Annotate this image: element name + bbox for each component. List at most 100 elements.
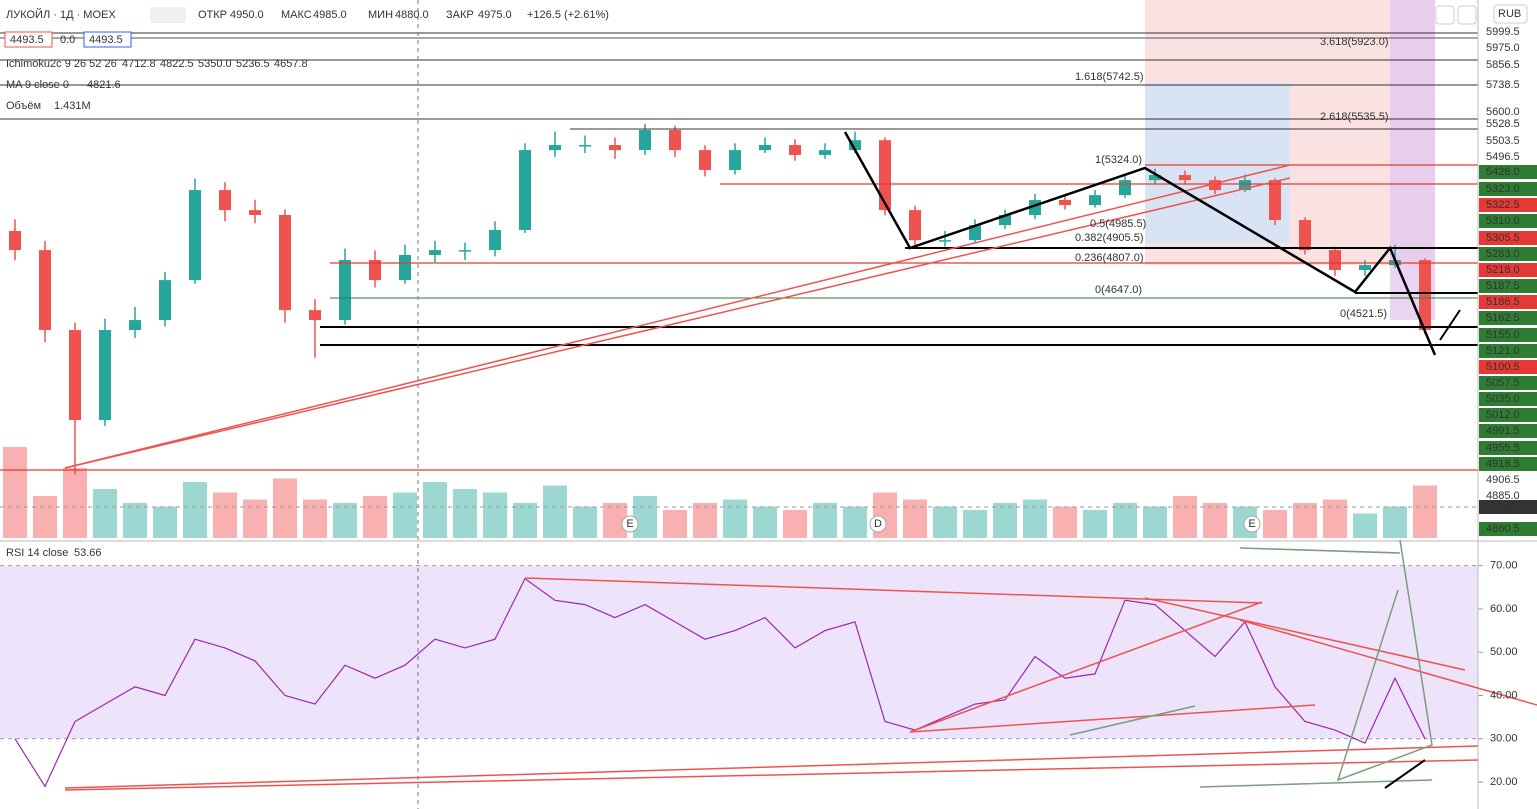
currency: RUB	[1498, 8, 1521, 20]
candle-body	[339, 260, 351, 321]
candle-body	[729, 150, 741, 170]
candle-body	[879, 140, 891, 211]
trend-line	[64, 177, 1291, 469]
button[interactable]	[1457, 5, 1477, 25]
volume-bar	[573, 506, 597, 538]
y-tick-label: 70.00	[1490, 560, 1518, 572]
price-label-box	[1479, 41, 1537, 55]
indicator-value: 4712.8	[122, 58, 156, 70]
candle-body	[759, 145, 771, 151]
volume-bar	[933, 506, 957, 538]
spread: 0.0	[60, 34, 75, 46]
price-label: 5738.5	[1486, 79, 1520, 91]
fib-label: 3.618(5923.0)	[1320, 36, 1389, 48]
zigzag	[843, 131, 1437, 356]
candle-body	[1419, 260, 1431, 331]
event-marker[interactable]	[1243, 515, 1261, 533]
candle-body	[99, 330, 111, 421]
button[interactable]	[150, 7, 186, 23]
volume-bar	[1323, 499, 1347, 538]
volume-bar	[1023, 499, 1047, 538]
volume-bar	[1113, 503, 1137, 538]
candle-body	[909, 210, 921, 241]
volume-bar	[663, 510, 687, 538]
candle-body	[459, 250, 471, 252]
rsi-line	[14, 577, 1426, 788]
change: +126.5 (+2.61%)	[527, 9, 609, 21]
price-label-box	[1479, 328, 1537, 342]
buy-price: 4493.5	[89, 34, 123, 46]
sell-button[interactable]	[4, 31, 53, 48]
volume-bar	[33, 496, 57, 538]
volume-bar	[783, 510, 807, 538]
volume-bar	[993, 503, 1017, 538]
price-label-box	[1479, 424, 1537, 438]
candle-body	[939, 240, 951, 242]
button[interactable]	[1493, 4, 1528, 24]
candle-body	[429, 250, 441, 255]
candle-body	[849, 140, 861, 151]
price-label: 5496.5	[1486, 151, 1520, 163]
button[interactable]	[1435, 5, 1455, 25]
ohlc-label: ОТКР	[198, 9, 227, 21]
price-label-box	[1479, 150, 1537, 164]
price-label: 4906.5	[1486, 474, 1520, 486]
price-label-box	[1479, 165, 1537, 179]
volume-bar	[363, 496, 387, 538]
trend-line	[64, 759, 1479, 791]
candle-body	[9, 230, 21, 251]
price-label-box	[1479, 344, 1537, 358]
volume-bar	[723, 499, 747, 538]
indicator-value: 5350.0	[198, 58, 232, 70]
candle-body	[219, 190, 231, 211]
volume-bar	[903, 499, 927, 538]
y-tick-label: 20.00	[1490, 776, 1518, 788]
event-label: E	[1248, 518, 1255, 530]
price-label: 5323.0	[1486, 183, 1520, 195]
volume-bar	[1173, 496, 1197, 538]
price-label: 5310.0	[1486, 215, 1520, 227]
volume-bar	[693, 503, 717, 538]
candle-body	[1269, 180, 1281, 221]
y-tick-label: 50.00	[1490, 646, 1518, 658]
event-marker[interactable]	[621, 515, 639, 533]
volume-bar	[153, 506, 177, 538]
trend-line	[1336, 539, 1433, 782]
buy-button[interactable]	[83, 31, 132, 48]
volume-bar	[1383, 506, 1407, 538]
price-label-box	[1479, 392, 1537, 406]
candle-body	[699, 150, 711, 170]
candle-body	[69, 330, 81, 421]
volume-bar	[183, 482, 207, 538]
price-label: 5975.0	[1486, 42, 1520, 54]
price-label: 4885.0	[1486, 490, 1520, 502]
event-marker[interactable]	[869, 515, 887, 533]
price-label: 5187.5	[1486, 280, 1520, 292]
volume-bar	[483, 492, 507, 538]
volume-bar	[3, 447, 27, 538]
price-label: 5186.5	[1486, 296, 1520, 308]
event-label: D	[874, 518, 882, 530]
event-label: E	[626, 518, 633, 530]
rsi-title: RSI 14 close	[6, 547, 68, 559]
price-label: 3564.0	[1486, 501, 1520, 513]
indicator-name: Ichimoku2c 9 26 52 26	[6, 58, 117, 70]
price-label-box	[1479, 25, 1537, 39]
price-label: 5218.0	[1486, 264, 1520, 276]
price-label-box	[1479, 408, 1537, 422]
price-label-box	[1479, 134, 1537, 148]
volume-bar	[93, 489, 117, 538]
trend-line	[64, 745, 1479, 789]
volume-bar	[453, 489, 477, 538]
labels: ЛУКОЙЛ · 1Д · MOEX ОТКР 4950.0 МАКС 4985.0 МИ…	[4, 4, 1537, 788]
price-label: 5162.5	[1486, 312, 1520, 324]
candle-body	[189, 190, 201, 281]
candle-body	[789, 145, 801, 155]
rsi-drawings	[64, 539, 1537, 791]
fib-label: 0.382(4905.5)	[1075, 232, 1144, 244]
volume-bar	[1203, 503, 1227, 538]
volume-bar	[63, 468, 87, 538]
price-label: 5528.5	[1486, 118, 1520, 130]
volume-bar	[423, 482, 447, 538]
price-label-box	[1479, 117, 1537, 131]
